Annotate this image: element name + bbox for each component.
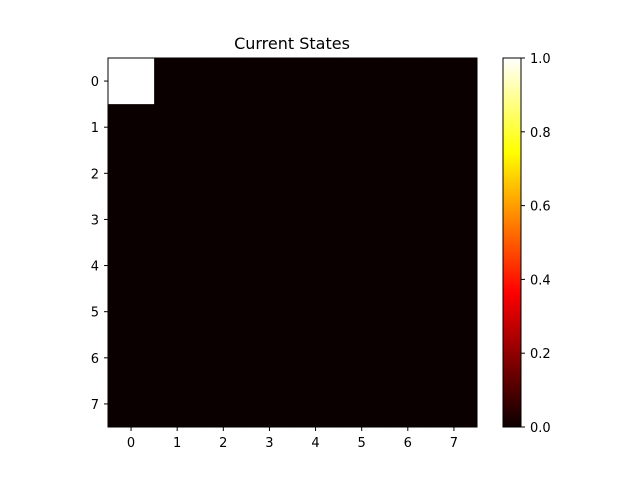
y-tick-label: 3 <box>91 213 99 228</box>
heatmap-cell <box>246 288 294 336</box>
y-tick-label: 5 <box>91 306 99 321</box>
heatmap-cell <box>292 150 340 197</box>
heatmap-cell <box>338 380 386 428</box>
heatmap-cell <box>200 334 247 382</box>
heatmap-cell <box>154 150 201 197</box>
heatmap-cell <box>200 104 247 151</box>
heatmap-cell <box>338 288 386 336</box>
heatmap-cell <box>338 242 386 290</box>
heatmap-cell <box>246 58 294 105</box>
heatmap-cell <box>246 380 294 428</box>
heatmap-cell <box>338 334 386 382</box>
heatmap-cell <box>200 380 247 428</box>
heatmap-cell <box>338 104 386 151</box>
heatmap-cell <box>108 380 155 428</box>
heatmap-cell <box>246 104 294 151</box>
heatmap-cell <box>384 104 432 151</box>
heatmap-cell <box>246 242 294 290</box>
heatmap-cell <box>200 288 247 336</box>
heatmap-cell <box>338 58 386 105</box>
heatmap-cell <box>384 196 432 244</box>
heatmap-cell <box>108 196 155 244</box>
colorbar-tick-label: 0.2 <box>530 347 551 362</box>
colorbar-tick-label: 0.0 <box>530 421 551 436</box>
heatmap-cell <box>108 334 155 382</box>
chart-title: Current States <box>234 34 350 53</box>
colorbar-tick-label: 1.0 <box>530 52 551 67</box>
heatmap-cell <box>430 334 478 382</box>
x-tick-label: 2 <box>219 436 227 451</box>
colorbar <box>502 57 522 428</box>
heatmap-cell <box>154 104 201 151</box>
y-tick-label: 6 <box>91 352 99 367</box>
heatmap-cell <box>430 150 478 197</box>
heatmap-cell <box>246 334 294 382</box>
heatmap-cell <box>384 288 432 336</box>
heatmap-cell <box>292 58 340 105</box>
colorbar-tick-label: 0.4 <box>530 273 551 288</box>
x-tick-label: 3 <box>265 436 273 451</box>
heatmap-cell <box>154 58 201 105</box>
heatmap-cell <box>200 150 247 197</box>
heatmap-cell <box>154 288 201 336</box>
y-tick-label: 0 <box>91 75 99 90</box>
heatmap-cell <box>430 242 478 290</box>
colorbar-axis: 0.0 0.2 0.4 0.6 0.8 1.0 <box>521 52 551 436</box>
heatmap-cell <box>246 196 294 244</box>
heatmap-cell <box>154 196 201 244</box>
heatmap-cell <box>108 242 155 290</box>
x-tick-label: 7 <box>450 436 458 451</box>
heatmap-cell <box>200 196 247 244</box>
y-tick-label: 1 <box>91 121 99 136</box>
heatmap-cell <box>108 104 155 151</box>
heatmap-cell <box>384 150 432 197</box>
y-tick-label: 4 <box>91 260 99 275</box>
colorbar-tick-label: 0.8 <box>530 126 551 141</box>
heatmap-cells <box>108 58 478 428</box>
heatmap-cell <box>200 242 247 290</box>
heatmap-cell <box>430 196 478 244</box>
heatmap-cell <box>108 58 155 105</box>
heatmap-cell <box>292 196 340 244</box>
heatmap-cell <box>246 150 294 197</box>
x-axis: 0 1 2 3 4 5 6 7 <box>127 427 458 451</box>
y-tick-label: 7 <box>91 398 99 413</box>
heatmap-cell <box>338 150 386 197</box>
plot-frame <box>107 57 478 428</box>
heatmap-cell <box>154 380 201 428</box>
heatmap-cell <box>430 380 478 428</box>
heatmap-cell <box>384 380 432 428</box>
x-tick-label: 4 <box>311 436 319 451</box>
colorbar-tick-label: 0.6 <box>530 200 551 215</box>
x-tick-label: 5 <box>358 436 366 451</box>
x-tick-label: 6 <box>404 436 412 451</box>
heatmap-cell <box>384 334 432 382</box>
heatmap-cell <box>384 58 432 105</box>
y-tick-label: 2 <box>91 167 99 182</box>
heatmap-cell <box>430 58 478 105</box>
heatmap-cell <box>292 334 340 382</box>
heatmap-cell <box>108 150 155 197</box>
heatmap-cell <box>338 196 386 244</box>
y-axis: 0 1 2 3 4 5 6 7 <box>91 75 108 413</box>
heatmap-cell <box>154 242 201 290</box>
heatmap-cell <box>292 104 340 151</box>
heatmap-cell <box>200 58 247 105</box>
heatmap-cell <box>108 288 155 336</box>
heatmap-cell <box>292 288 340 336</box>
x-tick-label: 1 <box>173 436 181 451</box>
heatmap-cell <box>292 380 340 428</box>
heatmap-cell <box>384 242 432 290</box>
heatmap-cell <box>430 288 478 336</box>
heatmap-cell <box>430 104 478 151</box>
heatmap-cell <box>154 334 201 382</box>
heatmap-cell <box>292 242 340 290</box>
x-tick-label: 0 <box>127 436 135 451</box>
